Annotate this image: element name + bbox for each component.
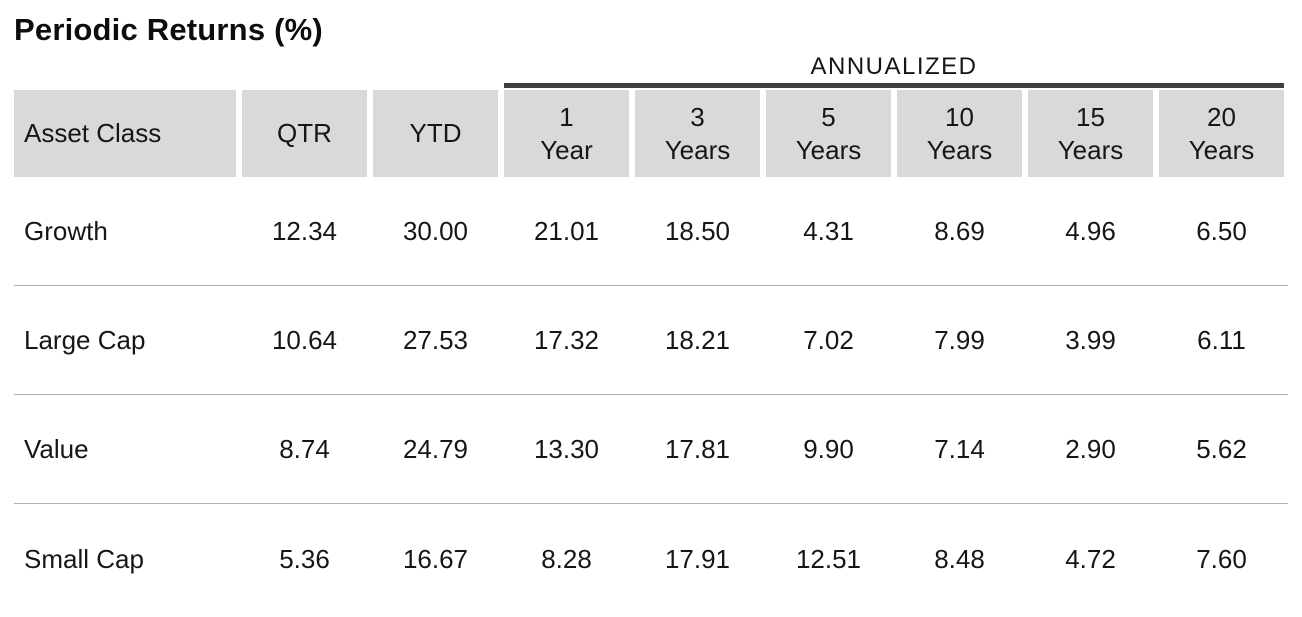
cell-ytd: 24.79: [402, 433, 469, 464]
period-number: 15: [1076, 101, 1105, 132]
cell-3-years: 17.91: [664, 543, 731, 574]
cell-10-years: 7.99: [934, 324, 985, 355]
cell-1-year: 21.01: [533, 215, 600, 246]
period-number: 1: [559, 101, 574, 132]
cell-5-years: 12.51: [795, 543, 862, 574]
row-label: Large Cap: [24, 324, 146, 355]
cell-20-years: 5.62: [1196, 433, 1247, 464]
row-label: Small Cap: [24, 543, 144, 574]
page-title: Periodic Returns (%): [14, 12, 323, 47]
table-header-row: Asset Class QTR YTD 1 Year 3 Years 5 Yea…: [14, 90, 1288, 177]
annualized-underline: [504, 83, 1284, 88]
column-header-asset-class: Asset Class: [14, 90, 236, 177]
column-header-qtr: QTR: [242, 90, 367, 177]
table-row-small-cap: Small Cap 5.36 16.67 8.28 17.91 12.51 8.…: [14, 504, 1288, 614]
cell-20-years: 6.50: [1196, 215, 1247, 246]
cell-5-years: 9.90: [803, 433, 854, 464]
table-row-large-cap: Large Cap 10.64 27.53 17.32 18.21 7.02 7…: [14, 286, 1288, 395]
cell-3-years: 18.21: [664, 324, 731, 355]
cell-1-year: 17.32: [533, 324, 600, 355]
period-number: 20: [1207, 101, 1236, 132]
cell-20-years: 7.60: [1196, 543, 1247, 574]
table-row-growth: Growth 12.34 30.00 21.01 18.50 4.31 8.69…: [14, 177, 1288, 286]
period-unit: Years: [1057, 134, 1124, 165]
annualized-group-label: ANNUALIZED: [810, 53, 978, 80]
cell-1-year: 13.30: [533, 433, 600, 464]
column-header-1-year: 1 Year: [504, 90, 629, 177]
column-header-3-years: 3 Years: [635, 90, 760, 177]
cell-qtr: 5.36: [279, 543, 330, 574]
cell-15-years: 3.99: [1065, 324, 1116, 355]
period-unit: Years: [664, 134, 731, 165]
annualized-group-cell: ANNUALIZED: [504, 48, 1284, 90]
row-label: Value: [24, 433, 89, 464]
column-header-20-years: 20 Years: [1159, 90, 1284, 177]
period-unit: Years: [926, 134, 993, 165]
column-header-15-years: 15 Years: [1028, 90, 1153, 177]
cell-1-year: 8.28: [541, 543, 592, 574]
period-unit: Year: [540, 134, 593, 165]
cell-15-years: 4.72: [1065, 543, 1116, 574]
cell-ytd: 27.53: [402, 324, 469, 355]
column-header-5-years: 5 Years: [766, 90, 891, 177]
period-number: 10: [945, 101, 974, 132]
column-header-10-years: 10 Years: [897, 90, 1022, 177]
period-unit: Years: [795, 134, 862, 165]
cell-15-years: 4.96: [1065, 215, 1116, 246]
cell-qtr: 12.34: [271, 215, 338, 246]
period-number: 5: [821, 101, 836, 132]
cell-qtr: 10.64: [271, 324, 338, 355]
column-header-label: QTR: [277, 118, 332, 148]
annualized-group-row: ANNUALIZED: [14, 48, 1288, 90]
cell-10-years: 8.48: [934, 543, 985, 574]
cell-5-years: 7.02: [803, 324, 854, 355]
row-label: Growth: [24, 215, 108, 246]
column-header-label: Asset Class: [24, 118, 162, 148]
cell-ytd: 30.00: [402, 215, 469, 246]
cell-5-years: 4.31: [803, 215, 854, 246]
cell-ytd: 16.67: [402, 543, 469, 574]
cell-10-years: 8.69: [934, 215, 985, 246]
cell-10-years: 7.14: [934, 433, 985, 464]
cell-qtr: 8.74: [279, 433, 330, 464]
cell-3-years: 17.81: [664, 433, 731, 464]
column-header-ytd: YTD: [373, 90, 498, 177]
cell-15-years: 2.90: [1065, 433, 1116, 464]
column-header-label: YTD: [409, 118, 462, 148]
period-number: 3: [690, 101, 705, 132]
cell-20-years: 6.11: [1197, 324, 1246, 355]
period-unit: Years: [1188, 134, 1255, 165]
table-row-value: Value 8.74 24.79 13.30 17.81 9.90 7.14 2…: [14, 395, 1288, 504]
cell-3-years: 18.50: [664, 215, 731, 246]
